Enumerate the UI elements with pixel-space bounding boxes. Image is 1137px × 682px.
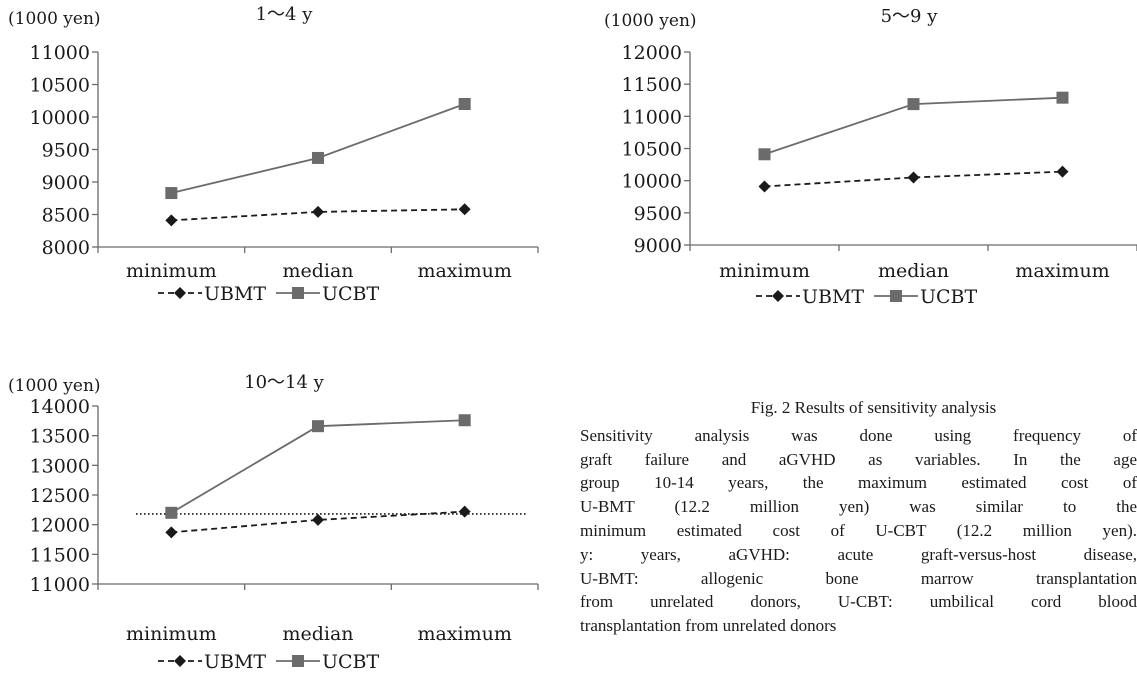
y-tick-label: 13500 xyxy=(30,426,90,448)
series-ubmt-point xyxy=(1056,165,1069,178)
y-tick-label: 12000 xyxy=(30,515,90,537)
legend-label: UBMT xyxy=(802,286,864,308)
x-tick-label: maximum xyxy=(417,623,511,645)
series-ucbt-point xyxy=(458,98,471,110)
series-ucbt-point xyxy=(1056,91,1069,104)
series-ubmt-point xyxy=(907,171,920,184)
y-tick-label: 13000 xyxy=(30,455,90,477)
y-tick-label: 11000 xyxy=(30,42,90,64)
series-ubmt-line xyxy=(171,510,465,534)
y-tick-label: 10500 xyxy=(622,139,682,161)
legend-ubmt-marker xyxy=(174,655,186,667)
chart-title: 1～4 y xyxy=(256,4,314,25)
legend-ucbt-marker xyxy=(292,287,304,299)
series-ucbt-point xyxy=(907,98,920,111)
caption-line: minimum estimated cost of U-CBT (12.2 mi… xyxy=(580,520,1137,540)
caption-title: Fig. 2 Results of sensitivity analysis xyxy=(750,398,997,417)
y-tick-label: 11000 xyxy=(30,574,90,596)
y-tick-label: 14000 xyxy=(30,396,90,418)
caption-line: from unrelated donors, U-CBT: umbilical … xyxy=(580,592,1137,612)
figure-caption: Fig. 2 Results of sensitivity analysis S… xyxy=(580,396,1137,638)
caption-line: Sensitivity analysis was done using freq… xyxy=(580,425,1137,445)
chart-1-to-4-years: 1～4 y (1000 yen) 11000 10500 10000 9500 9000 85… xyxy=(8,4,539,305)
y-tick-label: 12000 xyxy=(622,42,682,64)
x-tick-label: median xyxy=(878,260,949,282)
y-tick-label: 8000 xyxy=(42,237,90,259)
chart-title: 5～9 y xyxy=(881,6,939,27)
y-tick-label: 9500 xyxy=(634,203,682,225)
series-ucbt-line xyxy=(171,103,465,194)
x-tick-label: median xyxy=(282,260,353,282)
y-tick-label: 8500 xyxy=(42,205,90,227)
caption-line: y: years, aGVHD: acute graft-versus-host… xyxy=(580,544,1137,564)
y-tick-label: 11500 xyxy=(622,74,682,96)
y-tick-label: 11500 xyxy=(30,544,90,566)
chart-10-to-14-years: 10～14 y (1000 yen)14000 13500 13000 12500 120… xyxy=(8,372,539,673)
legend-label: UBMT xyxy=(204,651,266,673)
series-ubmt-point xyxy=(458,505,471,518)
legend-label: UCBT xyxy=(322,651,380,673)
x-tick-label: maximum xyxy=(1015,260,1109,282)
series-ubmt-point xyxy=(458,203,471,216)
legend-label: UCBT xyxy=(920,286,978,308)
series-ubmt-point xyxy=(312,513,324,526)
y-tick-label: 12500 xyxy=(30,485,90,507)
caption-line: transplantation from unrelated donors xyxy=(580,616,837,636)
series-ucbt-point xyxy=(165,187,178,200)
y-tick-label: 10000 xyxy=(622,171,682,193)
series-ubmt-point xyxy=(312,205,324,218)
series-ucbt-point xyxy=(312,420,324,433)
caption-line: U-BMT (12.2 million yen) was similar to … xyxy=(580,497,1137,517)
series-ucbt-point xyxy=(758,148,771,161)
x-tick-label: minimum xyxy=(126,623,217,645)
series-ucbt-point xyxy=(458,414,471,427)
caption-line: U-BMT: allogenic bone marrow transplanta… xyxy=(580,568,1137,588)
legend-ucbt-marker xyxy=(890,290,902,302)
x-tick-label: minimum xyxy=(719,260,810,282)
legend-label: UBMT xyxy=(204,283,266,305)
series-ucbt-point xyxy=(165,506,178,519)
x-tick-label: median xyxy=(282,623,353,645)
x-tick-label: minimum xyxy=(126,260,217,282)
series-ucbt-point xyxy=(312,151,324,164)
chart-5-to-9-years: 5～9 y (1000 yen) 12000 11500 11000 10500 10000… xyxy=(604,6,1137,308)
series-ubmt-point xyxy=(758,180,771,193)
legend-ucbt-marker xyxy=(292,655,304,667)
legend-ubmt-marker xyxy=(174,287,186,299)
legend-ubmt-marker xyxy=(772,290,784,302)
caption-line: group 10-14 years, the maximum estimated… xyxy=(580,473,1137,493)
y-tick-label: 11000 xyxy=(622,106,682,128)
x-tick-label: maximum xyxy=(417,260,511,282)
y-axis-label: (1000 yen) xyxy=(8,9,101,29)
y-tick-label: 9000 xyxy=(634,235,682,257)
legend-label: UCBT xyxy=(322,283,380,305)
y-tick-label: 10500 xyxy=(30,75,90,97)
series-ubmt-point xyxy=(165,526,178,539)
y-axis-label: (1000 yen) xyxy=(604,11,697,31)
series-ucbt-line xyxy=(170,419,465,514)
caption-line: graft failure and aGVHD as variables. In… xyxy=(580,449,1137,469)
series-ubmt-line xyxy=(171,208,465,222)
y-tick-label: 9500 xyxy=(42,140,90,162)
chart-title: 10～14 y xyxy=(244,372,325,393)
y-tick-label: 9000 xyxy=(42,172,90,194)
series-ubmt-point xyxy=(165,214,178,227)
y-axis-label: (1000 yen) xyxy=(8,376,101,396)
y-tick-label: 10000 xyxy=(30,107,90,129)
